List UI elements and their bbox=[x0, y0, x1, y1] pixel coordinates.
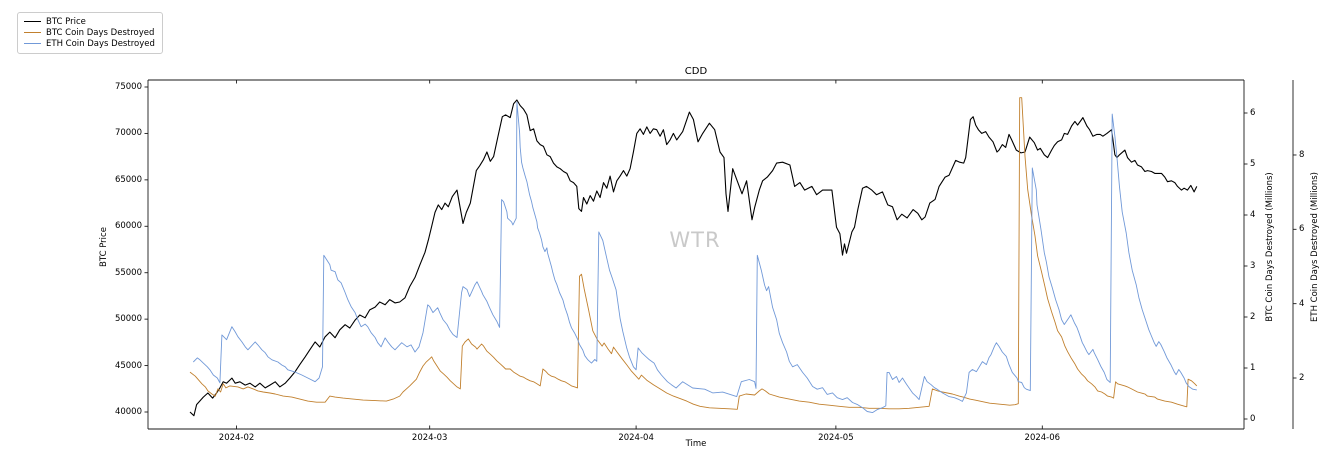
btc-cdd-line-icon bbox=[24, 32, 41, 33]
x-tick-label: 2024-04 bbox=[618, 433, 654, 443]
y-tick-label-eth-cdd: 4 bbox=[1299, 298, 1305, 309]
eth-cdd-line-icon bbox=[24, 43, 41, 44]
legend: BTC Price BTC Coin Days Destroyed ETH Co… bbox=[17, 12, 163, 54]
y-tick-label-price: 45000 bbox=[114, 360, 142, 371]
y-axis-label-btc-cdd: BTC Coin Days Destroyed (Millions) bbox=[1265, 172, 1275, 322]
x-tick-label: 2024-05 bbox=[818, 433, 854, 443]
btc-price-line-icon bbox=[24, 21, 41, 22]
legend-label: BTC Price bbox=[46, 16, 86, 27]
chart-title: CDD bbox=[684, 66, 708, 77]
y-tick-label-btc-cdd: 6 bbox=[1250, 108, 1256, 118]
y-tick-label-btc-cdd: 2 bbox=[1250, 312, 1256, 322]
y-tick-label-eth-cdd: 6 bbox=[1299, 224, 1305, 235]
y-tick-label-btc-cdd: 5 bbox=[1250, 159, 1256, 169]
legend-item-btc-price: BTC Price bbox=[24, 16, 155, 27]
y-tick-label-price: 60000 bbox=[114, 221, 142, 232]
y-tick-label-price: 40000 bbox=[114, 407, 142, 417]
y-tick-label-price: 50000 bbox=[114, 314, 142, 325]
btc-price-series bbox=[189, 99, 1198, 417]
y-tick-label-price: 70000 bbox=[114, 128, 142, 139]
y-tick-label-price: 75000 bbox=[114, 82, 142, 92]
y-tick-label-btc-cdd: 1 bbox=[1250, 363, 1256, 373]
legend-item-btc-cdd: BTC Coin Days Destroyed bbox=[24, 27, 155, 38]
y-tick-label-eth-cdd: 8 bbox=[1299, 149, 1305, 160]
legend-label: BTC Coin Days Destroyed bbox=[46, 27, 155, 38]
eth-coin-days-destroyed-series bbox=[192, 101, 1197, 414]
y-tick-label-price: 65000 bbox=[114, 174, 142, 185]
x-tick-label: 2024-03 bbox=[411, 433, 448, 443]
x-tick-label: 2024-02 bbox=[218, 433, 255, 443]
y-tick-label-btc-cdd: 3 bbox=[1250, 261, 1256, 271]
y-tick-label-btc-cdd: 0 bbox=[1250, 414, 1256, 424]
x-axis-label: Time bbox=[685, 439, 707, 449]
y-tick-label-btc-cdd: 4 bbox=[1250, 210, 1256, 220]
btc-coin-days-destroyed-series bbox=[189, 97, 1198, 410]
x-tick-label: 2024-06 bbox=[1024, 433, 1061, 443]
legend-label: ETH Coin Days Destroyed bbox=[46, 38, 155, 49]
watermark: WTR bbox=[669, 228, 721, 252]
y-tick-label-price: 55000 bbox=[114, 267, 142, 278]
legend-item-eth-cdd: ETH Coin Days Destroyed bbox=[24, 38, 155, 49]
y-tick-label-eth-cdd: 2 bbox=[1299, 373, 1305, 383]
y-axis-label-eth-cdd: ETH Coin Days Destroyed (Millions) bbox=[1310, 172, 1320, 322]
